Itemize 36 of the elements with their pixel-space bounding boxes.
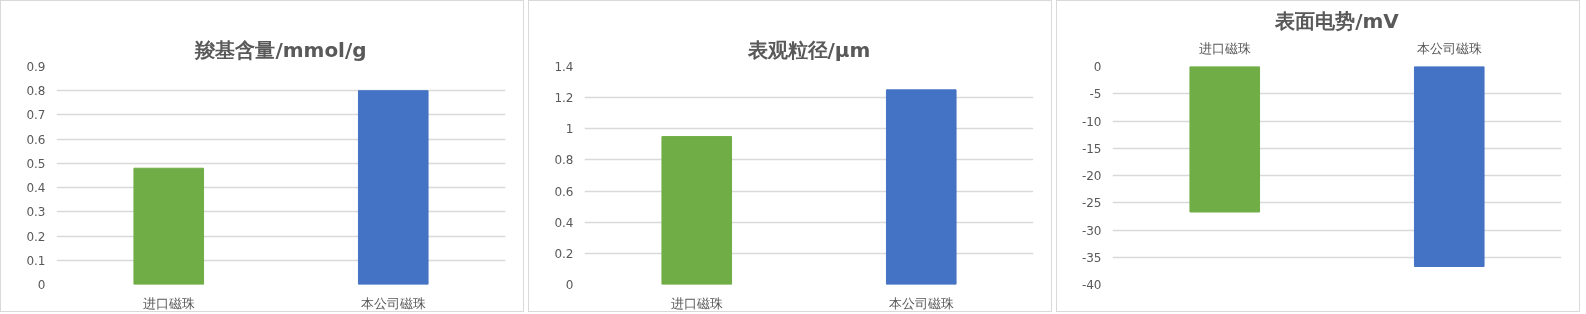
y-tick-label: 0.8 <box>554 153 574 168</box>
y-tick-label: 0.2 <box>26 229 46 244</box>
x-tick-label: 本公司磁珠 <box>1416 40 1482 56</box>
chart-title: 表观粒径/μm <box>746 37 871 62</box>
y-tick-label: 1.4 <box>554 60 574 74</box>
x-tick-label: 进口磁珠 <box>1198 40 1251 56</box>
x-tick-label: 进口磁珠 <box>670 295 723 311</box>
x-tick-label: 本公司磁珠 <box>360 295 426 311</box>
y-tick-label: 1.2 <box>554 91 574 106</box>
y-tick-label: 0 <box>37 278 46 292</box>
y-tick-label: 0.4 <box>26 181 46 196</box>
y-tick-label: 0.3 <box>26 205 46 220</box>
y-tick-label: 0.7 <box>26 108 46 123</box>
y-tick-label: -25 <box>1081 196 1102 211</box>
y-tick-label: 0 <box>565 278 574 292</box>
y-tick-label: -5 <box>1089 87 1102 102</box>
y-tick-label: -40 <box>1081 278 1102 292</box>
y-tick-label: 0.6 <box>26 132 46 147</box>
chart-title: 羧基含量/mmol/g <box>194 37 367 62</box>
x-tick-label: 进口磁珠 <box>142 295 195 311</box>
y-tick-label: -10 <box>1081 114 1102 129</box>
x-tick-label: 本公司磁珠 <box>888 295 954 311</box>
y-tick-label: 0.8 <box>26 84 46 99</box>
y-tick-label: -20 <box>1081 169 1102 183</box>
y-tick-label: 0.6 <box>554 184 574 199</box>
y-tick-label: 0.1 <box>26 253 46 268</box>
y-tick-label: 0.4 <box>554 215 574 230</box>
y-tick-label: -15 <box>1081 141 1102 156</box>
y-tick-label: -35 <box>1081 250 1102 265</box>
y-tick-label: -30 <box>1081 223 1102 238</box>
chart-title: 表面电势/mV <box>1274 8 1400 33</box>
y-tick-label: 0.5 <box>26 156 46 171</box>
y-tick-label: 0.2 <box>554 246 574 261</box>
y-tick-label: 1 <box>565 122 574 137</box>
y-tick-label: 0 <box>1093 60 1102 74</box>
y-tick-label: 0.9 <box>26 60 46 74</box>
